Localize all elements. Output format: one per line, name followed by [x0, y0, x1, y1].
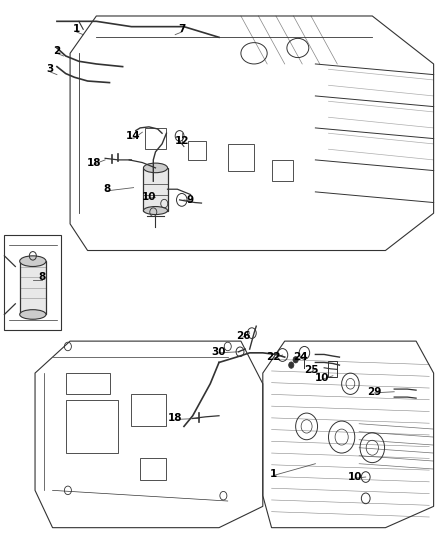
Text: 14: 14 — [126, 131, 141, 141]
Text: 26: 26 — [236, 331, 251, 341]
Ellipse shape — [143, 163, 167, 173]
Text: 8: 8 — [104, 184, 111, 194]
Text: 3: 3 — [47, 64, 54, 74]
Text: 25: 25 — [304, 366, 318, 375]
Bar — [143, 168, 167, 211]
Bar — [66, 373, 110, 394]
Text: 10: 10 — [314, 374, 329, 383]
Text: 10: 10 — [141, 192, 156, 202]
Text: 18: 18 — [87, 158, 102, 167]
Bar — [145, 128, 166, 149]
Text: 9: 9 — [187, 195, 194, 205]
Text: 22: 22 — [266, 352, 281, 362]
Text: 8: 8 — [38, 272, 45, 282]
Text: 1: 1 — [73, 25, 80, 34]
Bar — [272, 160, 293, 181]
Text: 12: 12 — [174, 136, 189, 146]
Bar — [140, 458, 166, 480]
Bar — [20, 261, 46, 314]
Circle shape — [293, 357, 298, 363]
Text: 24: 24 — [293, 352, 307, 362]
Bar — [66, 400, 118, 453]
Text: 10: 10 — [347, 472, 362, 482]
Bar — [228, 144, 254, 171]
Bar — [131, 394, 166, 426]
Ellipse shape — [20, 256, 46, 266]
Bar — [188, 141, 206, 160]
Ellipse shape — [143, 207, 167, 215]
Ellipse shape — [20, 310, 46, 319]
Text: 30: 30 — [212, 347, 226, 357]
Text: 7: 7 — [178, 25, 185, 34]
Text: 18: 18 — [168, 414, 183, 423]
Text: 29: 29 — [367, 387, 381, 397]
Circle shape — [289, 362, 294, 368]
Text: 1: 1 — [270, 470, 277, 479]
Text: 2: 2 — [53, 46, 60, 55]
